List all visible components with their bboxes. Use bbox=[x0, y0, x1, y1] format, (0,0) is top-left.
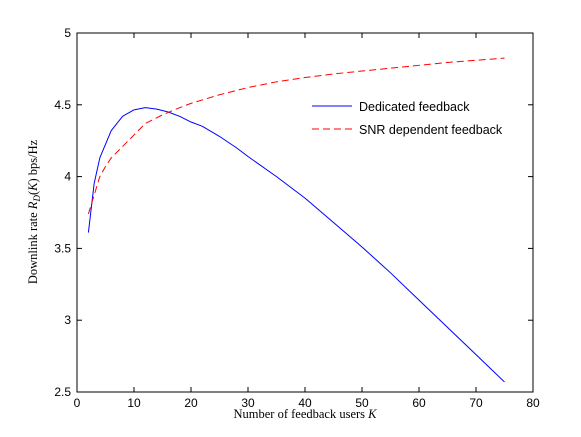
x-tick-label: 80 bbox=[526, 396, 540, 410]
ticks-layer: 0 10 20 30 40 50 60 70 80 2.5 3 3.5 4 4.5 5 bbox=[54, 26, 540, 410]
series-layer bbox=[87, 57, 505, 383]
x-tick-label: 70 bbox=[469, 396, 483, 410]
x-tick-label: 40 bbox=[298, 396, 312, 410]
x-tick-label: 10 bbox=[127, 396, 141, 410]
y-tick-label: 4.5 bbox=[54, 98, 71, 112]
x-tick-label: 20 bbox=[184, 396, 198, 410]
x-tick-label: 60 bbox=[412, 396, 426, 410]
legend: Dedicated feedback SNR dependent feedbac… bbox=[312, 100, 503, 137]
legend-label-dedicated-feedback: Dedicated feedback bbox=[359, 100, 470, 114]
x-axis-label: Number of feedback users K bbox=[233, 407, 377, 421]
y-axis-label: Downlink rate RD(K) bps/Hz bbox=[26, 139, 42, 284]
series-line-snr-dependent-feedback bbox=[87, 57, 505, 215]
x-tick-label: 30 bbox=[241, 396, 255, 410]
y-tick-label: 4 bbox=[64, 170, 71, 184]
series-line-dedicated-feedback bbox=[87, 107, 505, 383]
y-tick-label: 5 bbox=[64, 26, 71, 40]
y-tick-label: 3 bbox=[64, 313, 71, 327]
y-tick-label: 3.5 bbox=[54, 241, 71, 255]
legend-label-snr-dependent-feedback: SNR dependent feedback bbox=[359, 123, 503, 137]
y-tick-label: 2.5 bbox=[54, 385, 71, 399]
x-tick-label: 50 bbox=[355, 396, 369, 410]
x-tick-label: 0 bbox=[74, 396, 81, 410]
plot-area bbox=[77, 33, 533, 392]
